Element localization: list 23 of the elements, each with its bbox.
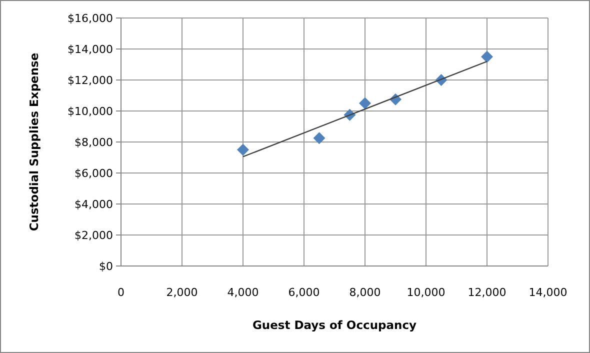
y-tick-label: $6,000 [74, 166, 113, 180]
x-tick-label: 4,000 [227, 286, 259, 299]
x-tick-label: 10,000 [406, 286, 446, 299]
x-tick-label: 14,000 [528, 286, 568, 299]
x-tick-label: 12,000 [468, 286, 506, 299]
point [359, 97, 371, 110]
point [237, 144, 249, 156]
y-tick-label: $4,000 [74, 198, 113, 211]
y-tick-label: $2,000 [74, 228, 113, 242]
x-tick-label: 8,000 [349, 286, 381, 299]
point [313, 132, 326, 144]
y-tick-label: $0 [99, 260, 113, 273]
x-tick-label: 0 [118, 286, 124, 299]
x-tick-label: 6,000 [288, 286, 320, 299]
y-tick-label: $8,000 [74, 136, 113, 149]
y-tick-label: $12,000 [68, 74, 113, 87]
y-tick-label: $16,000 [68, 12, 113, 25]
x-tick-label: 2,000 [166, 286, 198, 299]
y-tick-label: $14,000 [68, 42, 113, 56]
y-tick-label: $10,000 [68, 104, 113, 118]
x-axis-title: Guest Days of Occupancy [252, 318, 418, 332]
point [481, 50, 493, 63]
y-axis-title: Custodial Supplies Expense [27, 52, 41, 232]
